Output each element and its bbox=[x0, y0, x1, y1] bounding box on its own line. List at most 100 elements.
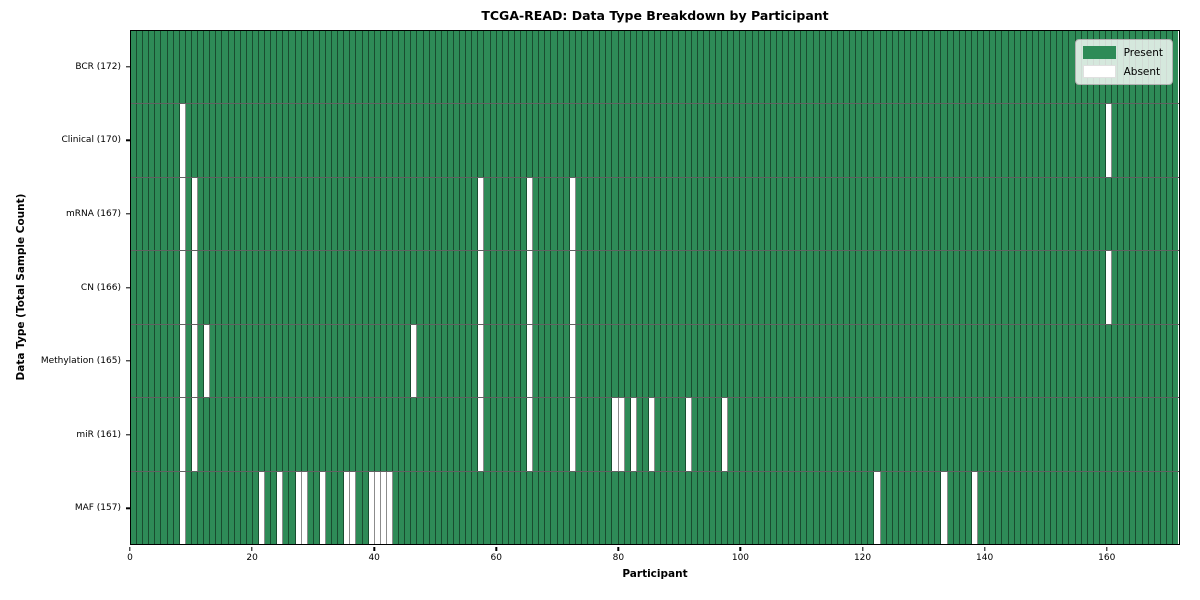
heatmap-cell bbox=[289, 177, 296, 251]
heatmap-cell bbox=[1136, 471, 1143, 544]
heatmap-cell bbox=[1099, 471, 1106, 544]
heatmap-cell bbox=[953, 31, 960, 104]
heatmap-cell bbox=[167, 177, 174, 251]
heatmap-cell bbox=[1063, 251, 1070, 324]
heatmap-cell bbox=[837, 471, 844, 544]
heatmap-cell bbox=[728, 104, 735, 177]
heatmap-cell bbox=[191, 104, 199, 177]
heatmap-cell bbox=[344, 31, 351, 104]
heatmap-cell bbox=[161, 251, 168, 324]
heatmap-cell bbox=[143, 251, 150, 324]
heatmap-cell bbox=[831, 398, 838, 471]
x-tick-label-80: 80 bbox=[612, 553, 625, 563]
heatmap-cell bbox=[277, 104, 284, 177]
heatmap-cell bbox=[386, 104, 394, 177]
heatmap-cell bbox=[545, 251, 552, 324]
heatmap-cell bbox=[252, 398, 259, 471]
x-tick-label-60: 60 bbox=[490, 553, 502, 563]
heatmap-cell bbox=[746, 31, 753, 104]
heatmap-cell bbox=[179, 471, 186, 544]
heatmap-cell bbox=[716, 177, 723, 251]
heatmap-cell bbox=[1154, 398, 1161, 471]
heatmap-cell bbox=[514, 177, 521, 251]
heatmap-cell bbox=[453, 251, 461, 324]
heatmap-cell bbox=[527, 324, 534, 398]
heatmap-cell bbox=[722, 398, 729, 471]
heatmap-cell bbox=[362, 177, 369, 251]
heatmap-cell bbox=[490, 177, 497, 251]
heatmap-cell bbox=[210, 471, 217, 544]
heatmap-cell bbox=[478, 104, 485, 177]
heatmap-cell bbox=[935, 104, 942, 177]
heatmap-cell bbox=[850, 251, 857, 324]
heatmap-cell bbox=[600, 398, 607, 471]
heatmap-cell bbox=[155, 324, 162, 398]
heatmap-cell bbox=[655, 177, 662, 251]
heatmap-cell bbox=[265, 324, 272, 398]
heatmap-cell bbox=[380, 251, 387, 324]
heatmap-cell bbox=[240, 177, 247, 251]
heatmap-cell bbox=[1112, 471, 1119, 544]
heatmap-cell bbox=[533, 177, 540, 251]
heatmap-cell bbox=[667, 471, 674, 544]
heatmap-cell bbox=[703, 104, 710, 177]
heatmap-cell bbox=[374, 31, 381, 104]
heatmap-cell bbox=[326, 31, 333, 104]
heatmap-cell bbox=[399, 251, 406, 324]
heatmap-cell bbox=[185, 471, 192, 544]
heatmap-cell bbox=[356, 251, 363, 324]
heatmap-cell bbox=[131, 31, 138, 104]
heatmap-cell bbox=[569, 31, 576, 104]
heatmap-cell bbox=[648, 177, 656, 251]
heatmap-cell bbox=[222, 398, 229, 471]
heatmap-cell bbox=[332, 104, 339, 177]
heatmap-cell bbox=[667, 398, 674, 471]
heatmap-cell bbox=[594, 398, 601, 471]
heatmap-cell bbox=[539, 104, 546, 177]
heatmap-cell bbox=[277, 251, 284, 324]
heatmap-cell bbox=[222, 251, 229, 324]
heatmap-cell bbox=[1002, 324, 1009, 398]
heatmap-cell bbox=[1020, 398, 1027, 471]
heatmap-cell bbox=[167, 251, 174, 324]
heatmap-cell bbox=[685, 31, 692, 104]
heatmap-cell bbox=[1069, 251, 1076, 324]
heatmap-cell bbox=[843, 31, 851, 104]
heatmap-cell bbox=[508, 104, 515, 177]
heatmap-cell bbox=[740, 31, 747, 104]
heatmap-cell bbox=[776, 471, 784, 544]
heatmap-cell bbox=[484, 251, 491, 324]
heatmap-cell bbox=[362, 104, 369, 177]
heatmap-cell bbox=[1057, 104, 1064, 177]
heatmap-cell bbox=[179, 104, 186, 177]
heatmap-cell bbox=[1130, 104, 1137, 177]
heatmap-cell bbox=[630, 398, 637, 471]
heatmap-cell bbox=[368, 104, 375, 177]
heatmap-cell bbox=[868, 177, 875, 251]
heatmap-cell bbox=[502, 31, 509, 104]
heatmap-cell bbox=[789, 251, 796, 324]
heatmap-cell bbox=[892, 177, 899, 251]
heatmap-cell bbox=[1057, 251, 1064, 324]
heatmap-cell bbox=[813, 251, 820, 324]
heatmap-cell bbox=[758, 104, 765, 177]
heatmap-cell bbox=[612, 471, 619, 544]
heatmap-cell bbox=[222, 177, 229, 251]
heatmap-cell bbox=[1032, 104, 1039, 177]
heatmap-cell bbox=[362, 398, 369, 471]
heatmap-cell bbox=[965, 31, 972, 104]
heatmap-cell bbox=[240, 31, 247, 104]
heatmap-cell bbox=[472, 324, 479, 398]
heatmap-cell bbox=[173, 104, 180, 177]
heatmap-cell bbox=[1099, 104, 1106, 177]
heatmap-cell bbox=[338, 31, 345, 104]
heatmap-cell bbox=[557, 177, 564, 251]
heatmap-cell bbox=[685, 471, 692, 544]
heatmap-cell bbox=[191, 177, 199, 251]
heatmap-cell bbox=[460, 177, 467, 251]
heatmap-cell bbox=[959, 324, 966, 398]
heatmap-cell bbox=[271, 177, 278, 251]
heatmap-cell bbox=[776, 251, 784, 324]
heatmap-cell bbox=[807, 31, 814, 104]
heatmap-cell bbox=[393, 398, 400, 471]
